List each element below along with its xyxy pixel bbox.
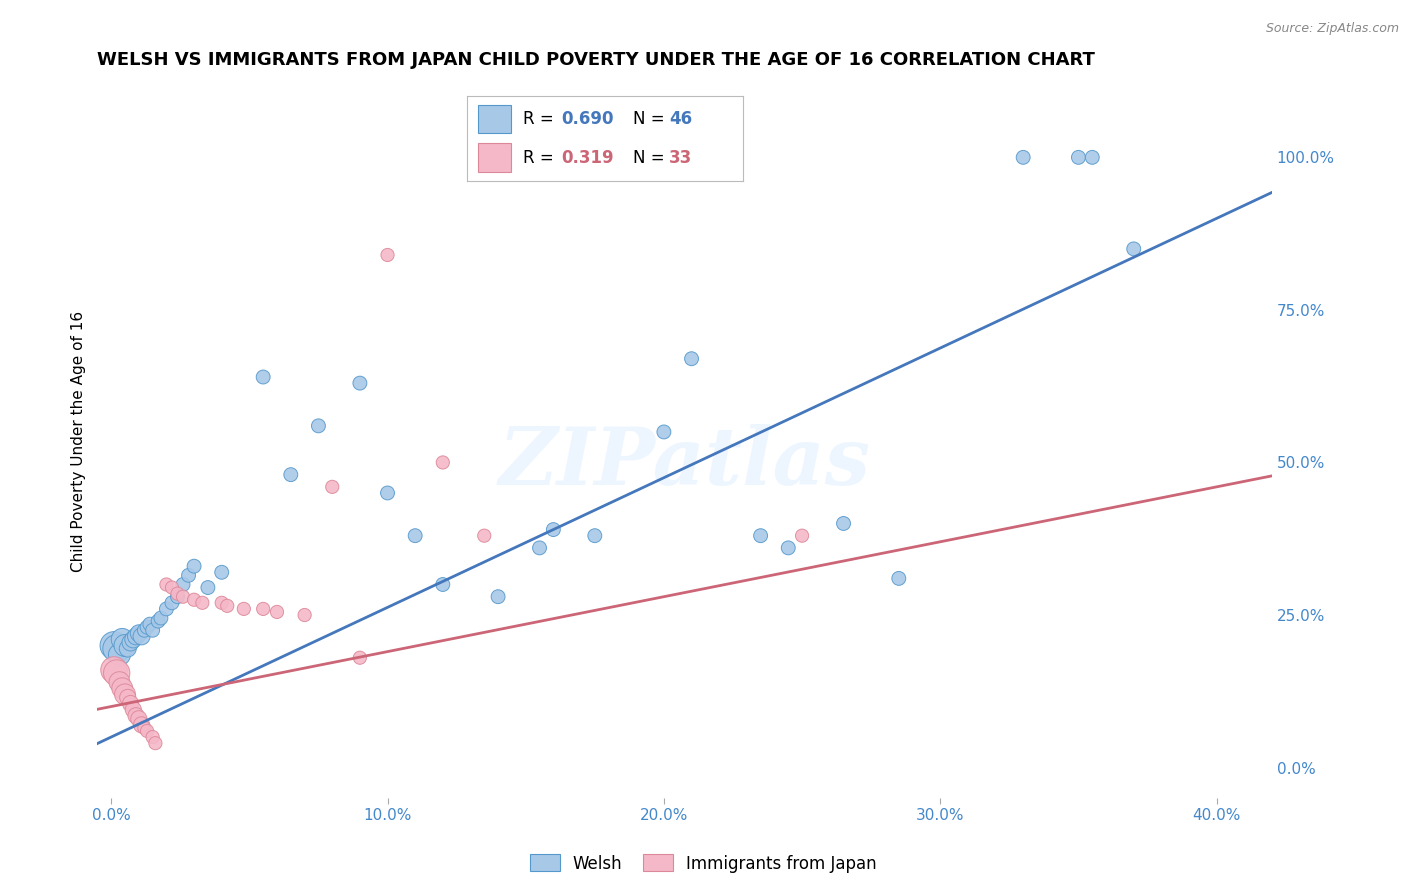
Point <box>134 624 156 638</box>
Point <box>105 641 128 656</box>
Point <box>114 687 136 701</box>
Point <box>155 577 177 591</box>
Point <box>131 629 153 643</box>
Point <box>111 681 134 696</box>
Point <box>404 529 426 543</box>
Point <box>155 602 177 616</box>
Point <box>105 665 128 680</box>
Point <box>652 425 675 439</box>
Point <box>128 712 150 726</box>
Point <box>1012 150 1035 164</box>
Point <box>543 523 565 537</box>
Point <box>114 639 136 653</box>
Legend: Welsh, Immigrants from Japan: Welsh, Immigrants from Japan <box>523 847 883 880</box>
Point <box>191 596 214 610</box>
Point <box>108 675 131 690</box>
Point <box>486 590 509 604</box>
Point <box>160 581 183 595</box>
Point <box>887 571 910 585</box>
Point <box>122 702 145 716</box>
Point <box>349 376 371 391</box>
Point <box>177 568 200 582</box>
Point <box>197 581 219 595</box>
Point <box>211 596 233 610</box>
Text: Source: ZipAtlas.com: Source: ZipAtlas.com <box>1265 22 1399 36</box>
Text: WELSH VS IMMIGRANTS FROM JAPAN CHILD POVERTY UNDER THE AGE OF 16 CORRELATION CHA: WELSH VS IMMIGRANTS FROM JAPAN CHILD POV… <box>97 51 1095 69</box>
Point <box>529 541 551 555</box>
Point <box>183 592 205 607</box>
Point <box>172 577 194 591</box>
Point <box>681 351 703 366</box>
Point <box>294 607 316 622</box>
Point <box>266 605 288 619</box>
Point <box>139 617 162 632</box>
Point <box>125 629 148 643</box>
Point <box>122 632 145 647</box>
Point <box>1081 150 1104 164</box>
Point <box>349 650 371 665</box>
Point <box>1067 150 1090 164</box>
Y-axis label: Child Poverty Under the Age of 16: Child Poverty Under the Age of 16 <box>72 310 86 572</box>
Point <box>583 529 606 543</box>
Point <box>432 455 454 469</box>
Point <box>778 541 800 555</box>
Point <box>252 370 274 384</box>
Point <box>142 624 165 638</box>
Text: ZIPatlas: ZIPatlas <box>499 424 870 501</box>
Point <box>166 590 188 604</box>
Point <box>128 626 150 640</box>
Point <box>117 690 139 705</box>
Point <box>307 418 329 433</box>
Point <box>472 529 495 543</box>
Point <box>111 632 134 647</box>
Point <box>211 566 233 580</box>
Point <box>280 467 302 482</box>
Point <box>232 602 254 616</box>
Point <box>377 248 399 262</box>
Point <box>321 480 343 494</box>
Point <box>160 596 183 610</box>
Point <box>790 529 813 543</box>
Point <box>432 577 454 591</box>
Point <box>131 718 153 732</box>
Point <box>183 559 205 574</box>
Point <box>377 486 399 500</box>
Point <box>108 648 131 662</box>
Point <box>120 635 142 649</box>
Point <box>217 599 239 613</box>
Point <box>125 708 148 723</box>
Point <box>749 529 772 543</box>
Point <box>142 730 165 744</box>
Point <box>136 723 159 738</box>
Point <box>136 620 159 634</box>
Point <box>134 721 156 735</box>
Point <box>145 736 167 750</box>
Point <box>103 639 125 653</box>
Point <box>120 697 142 711</box>
Point <box>146 614 169 628</box>
Point <box>103 663 125 677</box>
Point <box>832 516 855 531</box>
Point <box>149 611 172 625</box>
Point <box>172 590 194 604</box>
Point <box>117 641 139 656</box>
Point <box>166 587 188 601</box>
Point <box>1122 242 1144 256</box>
Point <box>252 602 274 616</box>
